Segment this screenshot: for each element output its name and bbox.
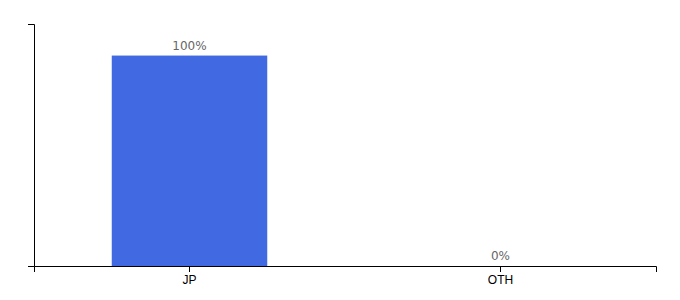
x-tick-label: JP xyxy=(182,273,196,287)
data-label: 100% xyxy=(172,39,206,53)
x-tick: OTH xyxy=(488,266,513,287)
plot: JP OTH 100% 0% xyxy=(28,25,657,287)
bar xyxy=(112,56,268,266)
bars xyxy=(112,56,268,266)
x-tick: JP xyxy=(182,266,196,287)
x-axis: JP OTH xyxy=(35,266,657,287)
x-tick-mark xyxy=(500,266,501,272)
x-axis-line xyxy=(35,267,657,273)
y-axis xyxy=(28,25,35,267)
bar xyxy=(423,266,579,267)
y-axis-line xyxy=(28,25,35,267)
data-label: 0% xyxy=(491,249,510,263)
x-tick-label: OTH xyxy=(488,273,513,287)
data-labels: 100% 0% xyxy=(172,39,510,263)
x-tick-mark xyxy=(189,266,190,272)
chart: JP OTH 100% 0% xyxy=(0,0,680,300)
